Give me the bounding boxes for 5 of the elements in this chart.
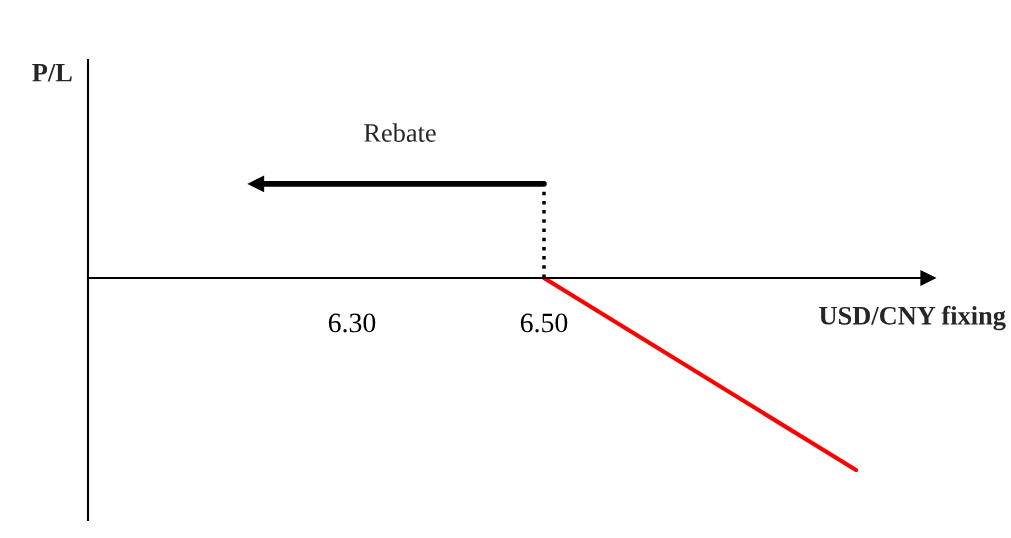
text: Rebate [364, 123, 436, 142]
y-axis-title: P/L [32, 63, 72, 82]
x-tick-label: 6.50 [520, 313, 568, 333]
x-axis-title: USD/CNY fixing [819, 305, 1006, 331]
x-tick-label: 6.30 [328, 313, 376, 333]
